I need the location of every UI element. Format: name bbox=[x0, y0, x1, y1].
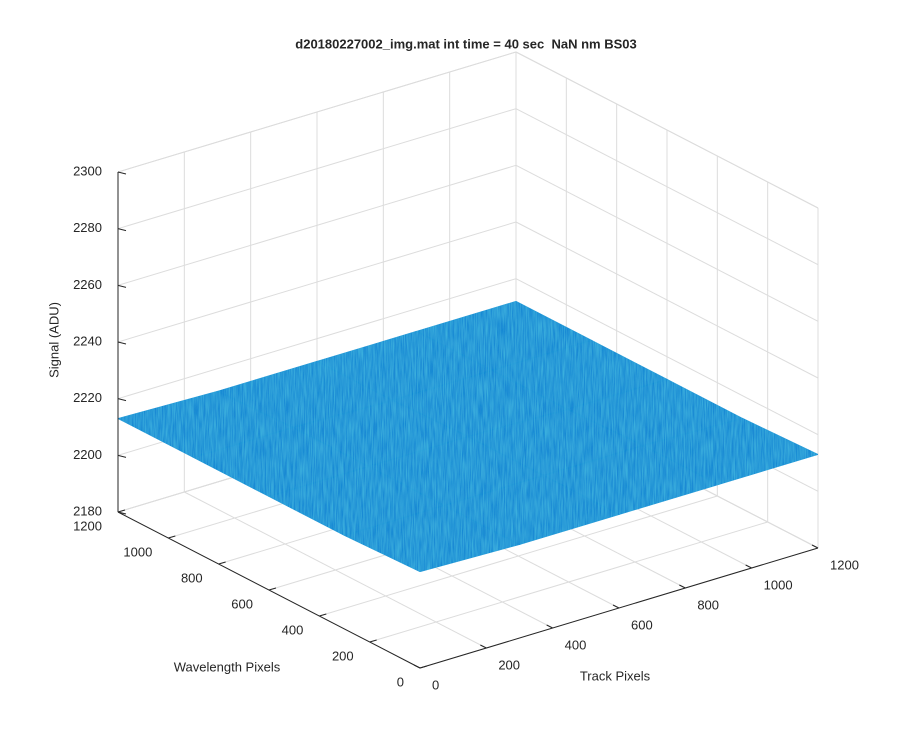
z-tick-label: 2300 bbox=[73, 163, 102, 178]
y-tick-label: 400 bbox=[282, 622, 304, 637]
grid-line bbox=[515, 164, 819, 322]
z-tick bbox=[117, 171, 127, 175]
y-tick-label: 800 bbox=[181, 570, 203, 585]
y-tick bbox=[369, 639, 377, 643]
grid-line bbox=[319, 495, 718, 617]
surface-cell bbox=[343, 505, 521, 573]
z-tick-label: 2260 bbox=[73, 277, 102, 292]
grid-line bbox=[515, 278, 819, 436]
x-tick-label: 800 bbox=[697, 597, 719, 612]
x-tick-label: 0 bbox=[432, 677, 439, 692]
grid-line bbox=[117, 164, 517, 286]
chart-title: d20180227002_img.mat int time = 40 sec N… bbox=[295, 36, 636, 51]
grid-line bbox=[117, 51, 517, 173]
x-axis-label: Track Pixels bbox=[580, 668, 651, 683]
y-tick bbox=[419, 665, 428, 669]
y-tick-label: 600 bbox=[231, 596, 253, 611]
y-tick bbox=[319, 613, 327, 617]
grid-line bbox=[515, 51, 819, 209]
grid-line bbox=[515, 108, 819, 266]
grid-line bbox=[117, 278, 517, 400]
x-tick-label: 600 bbox=[631, 617, 653, 632]
y-axis-label: Wavelength Pixels bbox=[174, 659, 281, 674]
grid-line bbox=[117, 108, 517, 230]
x-tick-label: 400 bbox=[565, 637, 587, 652]
surface bbox=[116, 300, 820, 573]
z-tick bbox=[117, 511, 127, 515]
y-tick bbox=[268, 587, 277, 591]
grid-line bbox=[117, 221, 517, 343]
y-tick-label: 1000 bbox=[123, 544, 152, 559]
x-tick bbox=[546, 624, 553, 629]
y-tick-label: 1200 bbox=[73, 518, 102, 533]
z-tick-label: 2220 bbox=[73, 390, 102, 405]
y-tick-label: 0 bbox=[397, 674, 404, 689]
x-tick-label: 1000 bbox=[764, 577, 793, 592]
x-tick bbox=[612, 604, 620, 609]
z-tick bbox=[117, 454, 127, 458]
z-tick-label: 2280 bbox=[73, 220, 102, 235]
z-tick-label: 2200 bbox=[73, 447, 102, 462]
y-tick bbox=[168, 535, 176, 539]
z-tick bbox=[117, 284, 127, 288]
x-tick bbox=[679, 584, 686, 589]
y-tick bbox=[117, 509, 126, 513]
x-tick bbox=[745, 564, 752, 569]
grid-line bbox=[369, 521, 768, 643]
y-tick bbox=[218, 561, 226, 565]
x-tick bbox=[811, 544, 819, 549]
z-tick-label: 2240 bbox=[73, 333, 102, 348]
z-tick bbox=[117, 398, 127, 402]
z-tick bbox=[117, 228, 127, 232]
grid-line bbox=[515, 221, 819, 379]
x-tick-label: 1200 bbox=[830, 557, 859, 572]
x-tick-label: 200 bbox=[498, 657, 520, 672]
z-tick bbox=[117, 341, 127, 345]
x-tick bbox=[480, 644, 487, 649]
x-tick bbox=[413, 664, 421, 669]
z-tick-label: 2180 bbox=[73, 503, 102, 518]
y-tick-label: 200 bbox=[332, 648, 354, 663]
z-axis-label: Signal (ADU) bbox=[46, 302, 61, 378]
